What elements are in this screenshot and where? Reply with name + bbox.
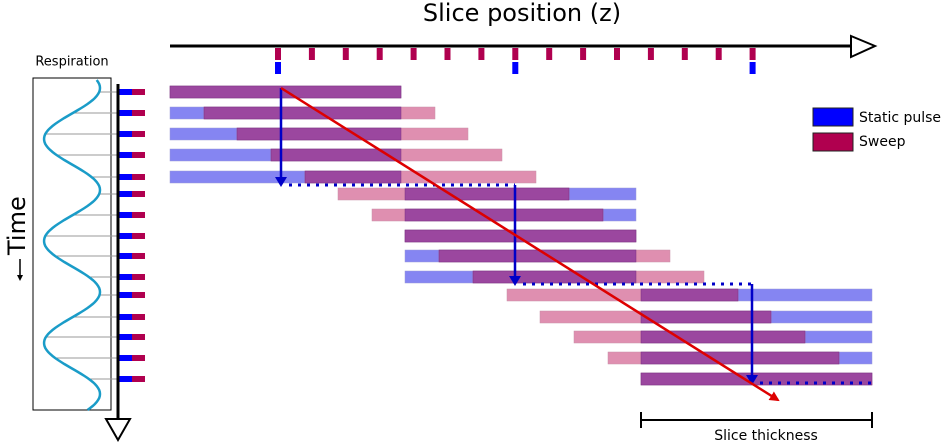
time-static bbox=[119, 191, 132, 197]
overlap-bar bbox=[404, 187, 570, 201]
time-sweep bbox=[132, 292, 145, 298]
time-static bbox=[119, 131, 132, 137]
step-arrow-head bbox=[275, 177, 287, 187]
time-sweep bbox=[132, 131, 145, 137]
static-tick bbox=[512, 62, 519, 74]
time-static bbox=[119, 292, 132, 298]
sweep-tick bbox=[478, 48, 485, 60]
time-sweep bbox=[132, 253, 145, 259]
time-axis-title: Time bbox=[3, 196, 31, 281]
time-sweep bbox=[132, 191, 145, 197]
overlap-bar bbox=[640, 288, 739, 302]
overlap-bar bbox=[640, 330, 806, 344]
time-static bbox=[119, 174, 132, 180]
overlap-bar bbox=[404, 229, 637, 243]
time-sweep bbox=[132, 355, 145, 361]
overlap-bar bbox=[640, 351, 840, 365]
sweep-tick bbox=[342, 48, 349, 60]
overlap-bar bbox=[270, 148, 402, 162]
step-arrow-head bbox=[746, 375, 758, 385]
time-sweep bbox=[132, 376, 145, 382]
time-label: Time bbox=[3, 196, 31, 256]
axis-title: Slice position (z) bbox=[423, 0, 621, 27]
sweep-tick bbox=[444, 48, 451, 60]
sweep-tick bbox=[275, 48, 281, 60]
sweep-tick bbox=[546, 48, 553, 60]
time-sweep bbox=[132, 152, 145, 158]
time-static bbox=[119, 376, 132, 382]
time-sweep bbox=[132, 212, 145, 218]
sweep-tick bbox=[647, 48, 654, 60]
sweep-tick bbox=[410, 48, 417, 60]
time-static bbox=[119, 89, 132, 95]
time-sweep bbox=[132, 89, 145, 95]
sweep-tick bbox=[512, 48, 519, 60]
time-sweep bbox=[132, 314, 145, 320]
overlap-bar bbox=[640, 310, 772, 324]
sweep-tick bbox=[749, 48, 756, 60]
time-arrow-head bbox=[17, 275, 23, 281]
overlap-bar bbox=[236, 127, 402, 141]
overlap-bar bbox=[304, 170, 402, 184]
time-static bbox=[119, 212, 132, 218]
time-static bbox=[119, 253, 132, 259]
overlap-bar bbox=[472, 270, 637, 284]
time-sweep bbox=[132, 110, 145, 116]
respiration bbox=[42, 79, 145, 412]
static-tick bbox=[749, 62, 756, 74]
time-static bbox=[119, 233, 132, 239]
overlap-bar bbox=[438, 249, 637, 263]
legend-label: Sweep bbox=[859, 134, 906, 150]
legend-swatch-sweep bbox=[812, 132, 854, 152]
overlap-bar bbox=[203, 106, 402, 120]
legend-swatch-static bbox=[812, 107, 854, 127]
sweep-tick bbox=[580, 48, 587, 60]
step-arrow-head bbox=[509, 276, 521, 286]
scale-bar bbox=[640, 412, 873, 428]
time-static bbox=[119, 110, 132, 116]
time-arrowhead bbox=[104, 418, 132, 443]
trajectory bbox=[275, 86, 872, 402]
overlap-bar bbox=[640, 372, 873, 386]
sweep-tick bbox=[308, 48, 315, 60]
time-sweep bbox=[132, 274, 145, 280]
sweep-tick bbox=[681, 48, 688, 60]
static-tick bbox=[275, 62, 281, 74]
sweep-tick bbox=[376, 48, 383, 60]
time-sweep bbox=[132, 334, 145, 340]
sweep-tick bbox=[715, 48, 722, 60]
time-static bbox=[119, 274, 132, 280]
time-static bbox=[119, 334, 132, 340]
time-static bbox=[119, 314, 132, 320]
sweep-tick bbox=[614, 48, 620, 60]
top-axis bbox=[170, 34, 878, 74]
respiration-curve bbox=[42, 79, 102, 412]
time-sweep bbox=[132, 233, 145, 239]
overlap-bar bbox=[404, 208, 604, 222]
sweep-trajectory bbox=[280, 86, 780, 402]
slice-bars bbox=[169, 85, 873, 386]
time-static bbox=[119, 152, 132, 158]
time-static bbox=[119, 355, 132, 361]
respiration-label: Respiration bbox=[35, 55, 108, 70]
time-sweep bbox=[132, 174, 145, 180]
legend-label: Static pulse bbox=[859, 110, 941, 126]
scale-bar-label: Slice thickness bbox=[714, 428, 818, 444]
